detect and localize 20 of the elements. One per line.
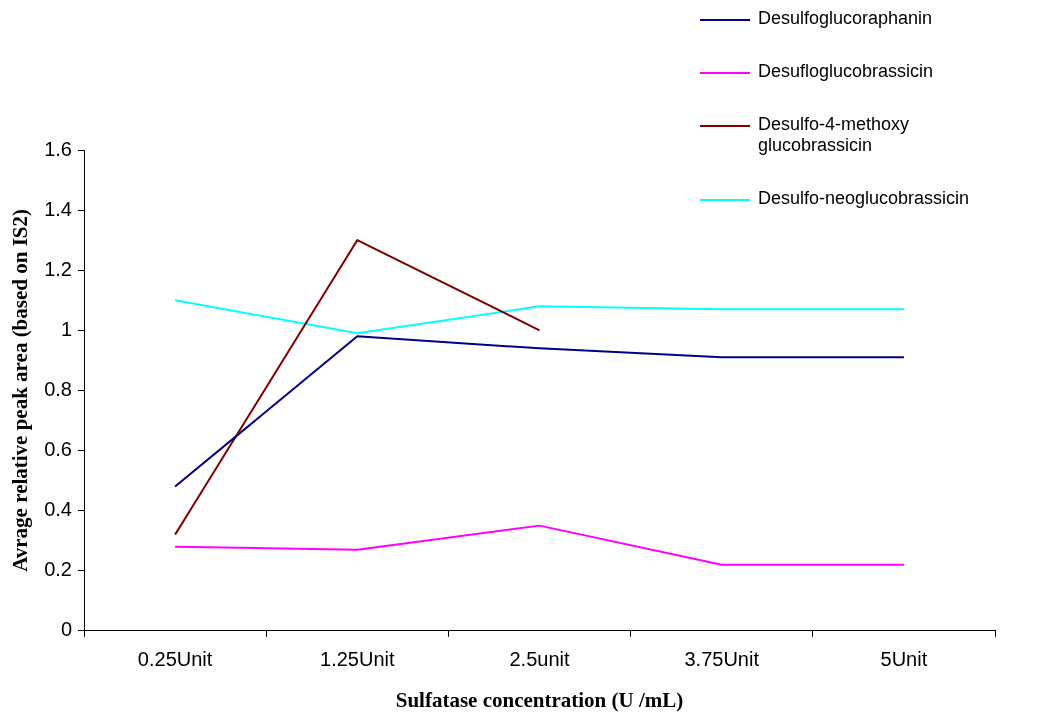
y-tick-label: 1.6 <box>44 137 72 160</box>
x-tick-label: 2.5unit <box>509 648 570 671</box>
y-tick-label: 0.8 <box>44 377 72 400</box>
y-tick-label: 1 <box>60 317 72 340</box>
x-tick-label: 5Unit <box>880 648 928 671</box>
y-tick-label: 0.4 <box>44 498 72 521</box>
x-axis-title: Sulfatase concentration (U /mL) <box>395 687 684 712</box>
y-tick-label: 1.2 <box>44 257 72 280</box>
legend-label: Desulfo-4-methoxy glucobrassicin <box>758 114 911 156</box>
y-tick-label: 1.4 <box>44 197 72 220</box>
legend-label: Desufloglucobrassicin <box>758 61 935 82</box>
x-tick-label: 3.75Unit <box>684 648 760 671</box>
y-axis-title: Avrage relative peak area (based on IS2) <box>8 208 33 572</box>
y-tick-label: 0.6 <box>44 438 72 461</box>
y-tick-label: 0 <box>60 618 72 641</box>
x-tick-label: 1.25Unit <box>320 648 395 671</box>
y-tick-label: 0.2 <box>44 558 72 581</box>
x-tick-label: 0.25Unit <box>137 648 213 671</box>
legend-label: Desulfo-neoglucobrassicin <box>758 188 971 209</box>
legend-label: Desulfoglucoraphanin <box>758 8 934 29</box>
